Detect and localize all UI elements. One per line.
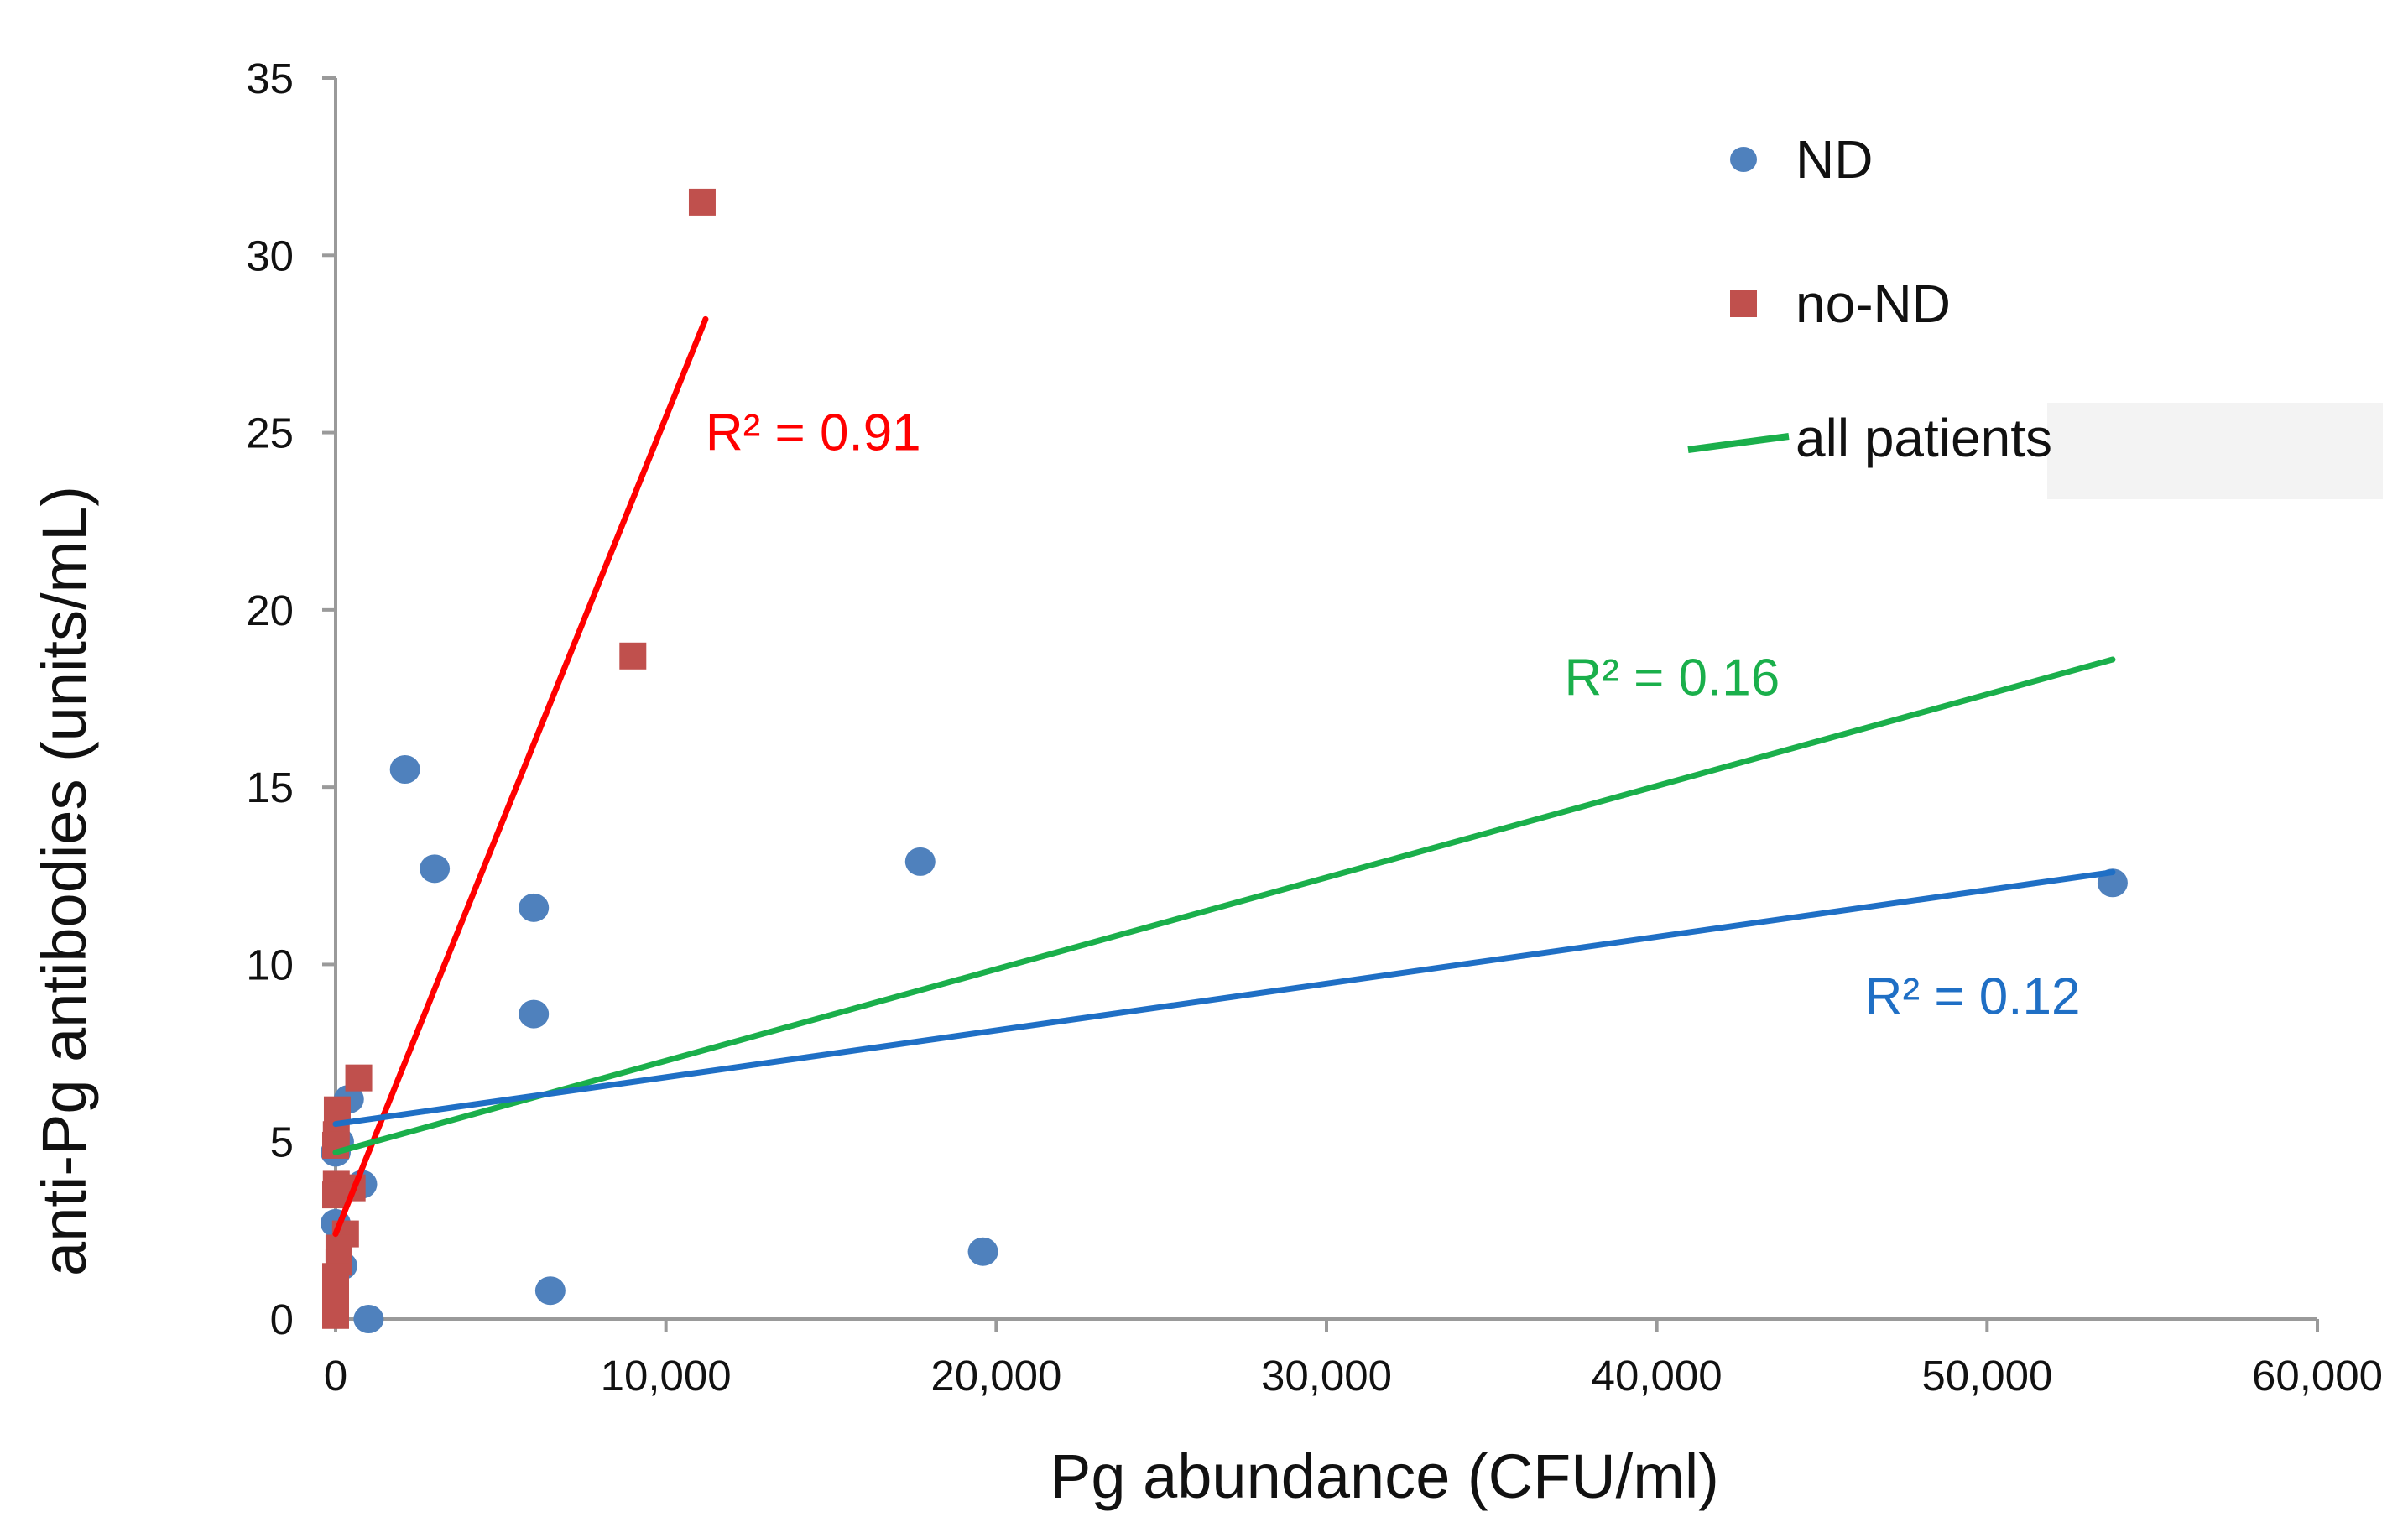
point-nd (519, 893, 550, 922)
x-tick-label: 20,000 (930, 1352, 1061, 1400)
trend-lines (332, 315, 2116, 1238)
x-axis-title: Pg abundance (CFU/ml) (1050, 1442, 1719, 1511)
axes (334, 78, 2317, 1321)
y-tick-label: 0 (270, 1296, 294, 1343)
trendline-nd-fit (332, 869, 2116, 1128)
point-nd (389, 755, 420, 785)
y-tick-label: 15 (246, 764, 294, 811)
point-nd (353, 1305, 384, 1333)
y-tick-label: 5 (270, 1118, 294, 1166)
legend: ND no-ND all patients (1687, 129, 2383, 499)
r2-label-all-patients: R² = 0.16 (1564, 649, 1780, 706)
legend-swatch-no-nd (1730, 290, 1757, 317)
y-axis-title: anti-Pg antibodies (units/mL) (29, 486, 99, 1276)
r-squared-labels: R² = 0.91 R² = 0.16 R² = 0.12 (706, 404, 2081, 1026)
point-no-nd (322, 1301, 349, 1329)
point-no-nd (323, 1096, 351, 1124)
y-tick-label: 30 (246, 232, 294, 279)
point-no-nd (688, 188, 716, 216)
y-axis-ticks: 0 5 10 15 20 25 30 35 (246, 55, 336, 1343)
x-tick-label: 0 (324, 1352, 347, 1400)
r2-label-no-nd-fit: R² = 0.91 (706, 404, 921, 462)
legend-label-nd: ND (1796, 129, 1873, 190)
y-tick-label: 20 (246, 587, 294, 634)
point-nd (967, 1237, 998, 1266)
x-tick-label: 60,000 (2252, 1352, 2383, 1400)
x-tick-label: 30,000 (1261, 1352, 1392, 1400)
legend-label-all-patients: all patients (1796, 408, 2052, 468)
point-nd (519, 999, 550, 1029)
trendline-no-nd-fit (332, 315, 709, 1238)
y-tick-label: 25 (246, 409, 294, 457)
x-tick-label: 40,000 (1592, 1352, 1723, 1400)
point-no-nd (345, 1064, 373, 1092)
legend-swatch-all-patients (1687, 433, 1790, 453)
point-nd (904, 847, 936, 876)
point-no-nd (619, 642, 647, 670)
trendline-all-patients (332, 656, 2116, 1155)
y-tick-label: 35 (246, 55, 294, 102)
r2-label-nd-fit: R² = 0.12 (1865, 968, 2081, 1026)
point-nd (534, 1276, 566, 1306)
x-tick-label: 50,000 (1921, 1352, 2052, 1400)
point-nd (420, 854, 451, 884)
legend-label-no-nd: no-ND (1796, 274, 1951, 334)
legend-swatch-nd (1730, 147, 1757, 172)
y-tick-label: 10 (246, 941, 294, 988)
legend-background-patch (2047, 403, 2383, 499)
x-axis-ticks: 0 10,000 20,000 30,000 40,000 50,000 60,000 (324, 1319, 2383, 1400)
data-points (321, 188, 2128, 1333)
x-tick-label: 10,000 (601, 1352, 732, 1400)
